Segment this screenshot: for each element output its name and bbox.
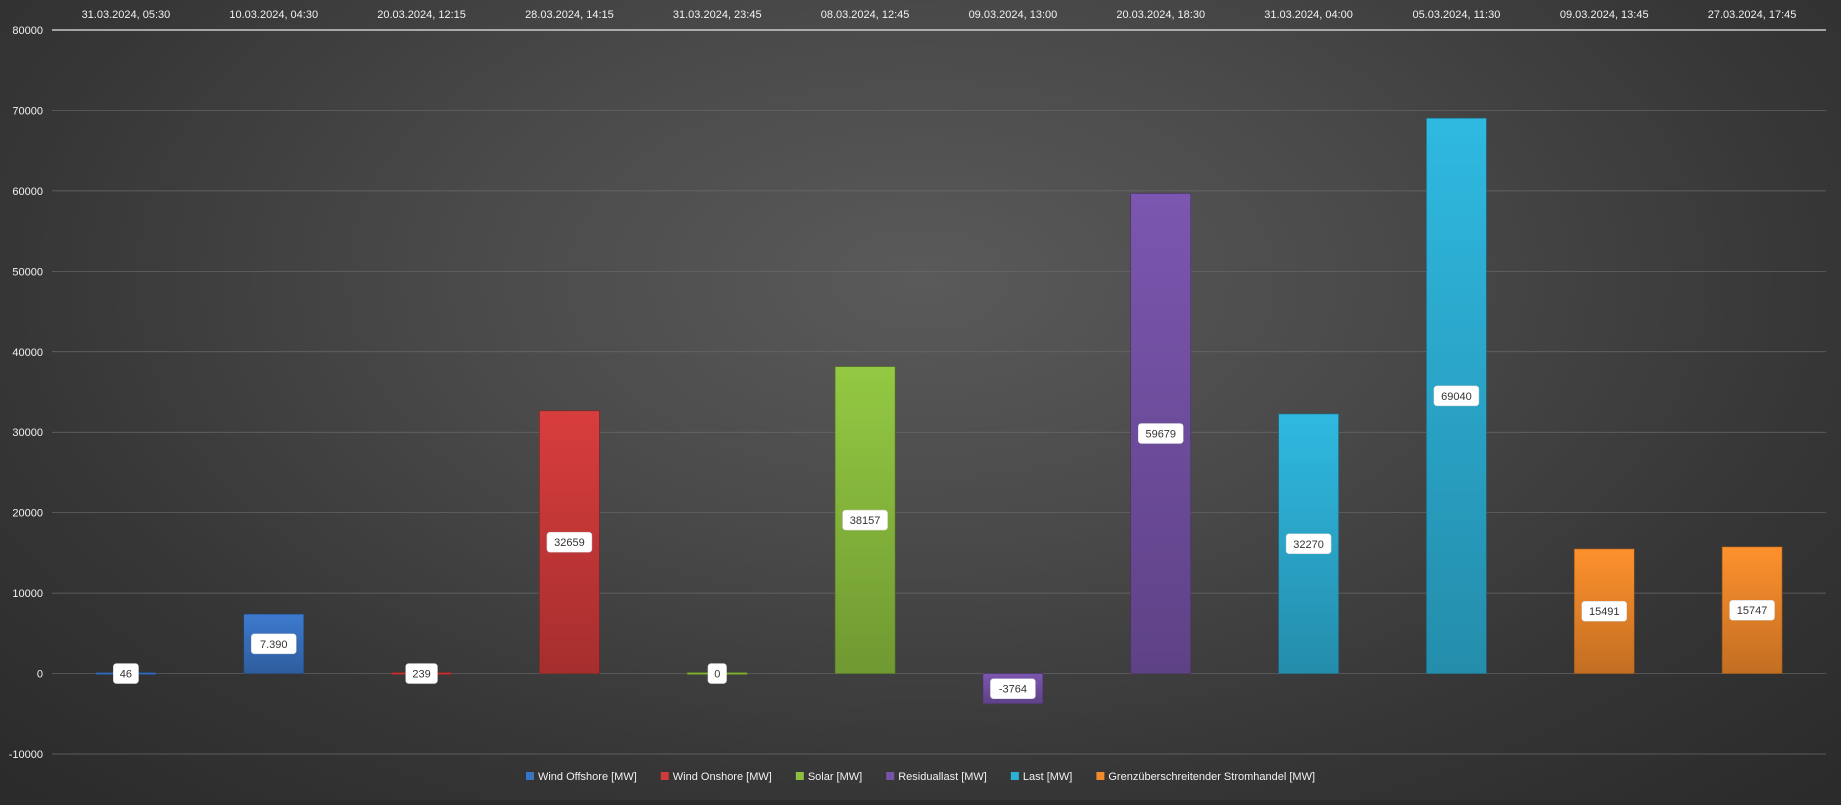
legend-label: Last [MW]: [1023, 771, 1073, 783]
y-tick-label: 30000: [12, 427, 43, 439]
bars: [95, 117, 1783, 705]
x-category-label: 05.03.2024, 11:30: [1412, 9, 1500, 21]
legend-swatch: [660, 772, 669, 780]
legend: Wind Offshore [MW] Wind Onshore [MW] Solar…: [525, 771, 1315, 783]
data-label: 7.390: [251, 633, 297, 655]
legend-swatch: [1096, 772, 1105, 780]
legend-item[interactable]: Last [MW]: [1010, 771, 1073, 783]
data-label: 15747: [1729, 599, 1775, 621]
data-label-text: 32270: [1293, 539, 1324, 551]
data-label-text: 0: [714, 669, 720, 681]
legend-swatch: [795, 772, 804, 780]
y-tick-label: 70000: [12, 105, 43, 117]
data-labels: 46 7.390 239 32659 0 38157 -3764 59679 32270 6904…: [113, 385, 1775, 699]
data-label: 0: [707, 663, 727, 684]
legend-label: Grenzüberschreitender Stromhandel [MW]: [1108, 771, 1315, 783]
data-label-text: 7.390: [260, 639, 288, 651]
x-category-label: 31.03.2024, 23:45: [673, 9, 762, 21]
legend-item[interactable]: Residuallast [MW]: [886, 771, 987, 783]
legend-label: Solar [MW]: [808, 771, 862, 783]
x-category-label: 31.03.2024, 05:30: [82, 9, 171, 21]
x-category-label: 09.03.2024, 13:45: [1560, 9, 1649, 21]
legend-label: Wind Offshore [MW]: [538, 771, 637, 783]
legend-item[interactable]: Wind Onshore [MW]: [660, 771, 772, 783]
data-label-text: -3764: [999, 684, 1027, 696]
data-label: -3764: [990, 678, 1036, 699]
x-axis-category-labels: 31.03.2024, 05:30 10.03.2024, 04:30 20.03.…: [82, 9, 1797, 21]
data-label-text: 38157: [850, 515, 881, 527]
data-label: 38157: [842, 509, 888, 531]
data-label-text: 69040: [1441, 391, 1472, 403]
data-label: 32659: [546, 531, 593, 553]
x-category-label: 20.03.2024, 18:30: [1116, 9, 1205, 21]
data-label-text: 15491: [1589, 606, 1620, 618]
data-label: 46: [113, 663, 139, 684]
legend-swatch: [886, 772, 895, 780]
x-category-label: 10.03.2024, 04:30: [229, 9, 318, 21]
legend-item[interactable]: Wind Offshore [MW]: [525, 771, 637, 783]
legend-label: Residuallast [MW]: [898, 771, 987, 783]
data-label: 239: [405, 663, 438, 684]
data-label: 59679: [1138, 423, 1184, 444]
data-label: 69040: [1433, 385, 1480, 407]
x-category-label: 27.03.2024, 17:45: [1708, 9, 1797, 21]
legend-swatch: [525, 772, 534, 780]
x-category-label: 08.03.2024, 12:45: [821, 9, 910, 21]
y-tick-label: 80000: [12, 25, 43, 37]
data-label: 15491: [1581, 600, 1627, 622]
x-category-label: 20.03.2024, 12:15: [377, 9, 466, 21]
data-label-text: 239: [412, 669, 430, 681]
legend-swatch: [1010, 772, 1019, 780]
y-tick-label: 50000: [12, 266, 43, 278]
legend-item[interactable]: Solar [MW]: [795, 771, 862, 783]
data-label-text: 59679: [1145, 429, 1176, 441]
y-tick-label: 0: [37, 669, 43, 681]
y-tick-label: 10000: [12, 588, 43, 600]
data-label-text: 46: [120, 669, 132, 681]
y-tick-label: -10000: [9, 749, 43, 761]
data-label-text: 15747: [1737, 605, 1768, 617]
y-tick-label: 60000: [12, 186, 43, 198]
x-category-label: 31.03.2024, 04:00: [1264, 9, 1353, 21]
data-label: 32270: [1285, 533, 1332, 555]
gridlines: [52, 29, 1826, 755]
legend-label: Wind Onshore [MW]: [673, 771, 772, 783]
y-tick-label: 40000: [12, 347, 43, 359]
x-category-label: 09.03.2024, 13:00: [969, 9, 1058, 21]
data-label-text: 32659: [554, 537, 585, 549]
y-tick-label: 20000: [12, 508, 43, 520]
y-axis-tick-labels: -10000 0 10000 20000 30000 40000 50000 60000 700…: [9, 25, 43, 761]
legend-item[interactable]: Grenzüberschreitender Stromhandel [MW]: [1096, 771, 1315, 783]
x-category-label: 28.03.2024, 14:15: [525, 9, 614, 21]
